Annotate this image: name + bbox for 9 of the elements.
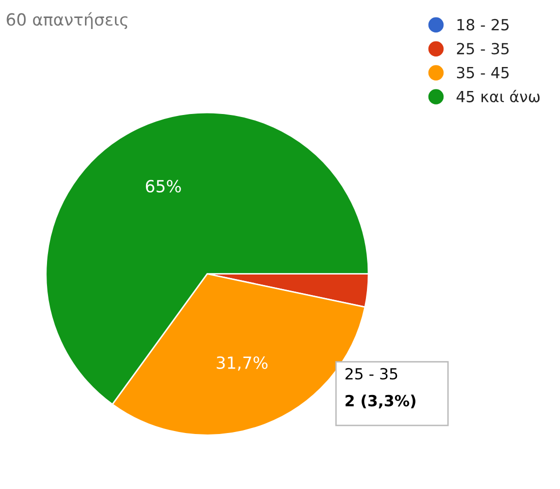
- data-label: 65%: [146, 180, 181, 192]
- legend-label: 35 - 45: [457, 66, 509, 78]
- data-label: 31,7%: [216, 356, 268, 371]
- text: 25 - 35: [346, 368, 398, 380]
- legend-label: 45 και άνω: [456, 90, 540, 102]
- chart-title: 60 απαντήσεις: [6, 12, 128, 30]
- legend-label: 18 - 25: [458, 18, 509, 30]
- text: 2 (3,3%): [346, 394, 416, 408]
- legend-label: 25 - 35: [456, 42, 509, 54]
